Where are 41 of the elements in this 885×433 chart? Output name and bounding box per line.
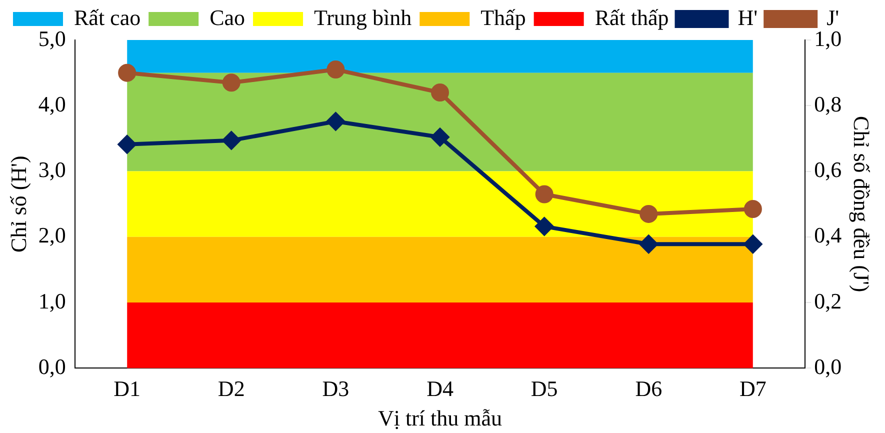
y2-tick-label: 0,8 bbox=[814, 91, 842, 116]
x-tick-label: D3 bbox=[322, 376, 350, 402]
y2-tick-label: 0,2 bbox=[814, 288, 842, 314]
y-tick-label: 1,0 bbox=[38, 288, 66, 314]
point bbox=[326, 112, 345, 130]
point bbox=[222, 131, 240, 150]
x-tick-label: D4 bbox=[426, 376, 454, 402]
y2-tick-label: 0,6 bbox=[814, 157, 842, 182]
point bbox=[118, 64, 136, 82]
x-tick-label: D6 bbox=[635, 376, 662, 402]
x-tick-label: D7 bbox=[740, 376, 766, 402]
y-tick-label: 2,0 bbox=[38, 222, 66, 248]
y-tick-label: 4,0 bbox=[38, 91, 66, 116]
point bbox=[222, 74, 240, 92]
y-axis-title: Chỉ số (H') bbox=[6, 156, 31, 253]
x-axis-title: Vị trí thu mẫu bbox=[378, 406, 502, 431]
x-tick-label: D5 bbox=[530, 376, 558, 402]
y-tick-label: 0,0 bbox=[38, 354, 66, 379]
legend-label: Thấp bbox=[480, 4, 526, 30]
legend-label: Rất thấp bbox=[594, 4, 669, 30]
point bbox=[431, 84, 449, 102]
y-tick-label: 3,0 bbox=[38, 157, 66, 182]
point bbox=[431, 128, 449, 146]
x-tick-label: D1 bbox=[114, 376, 140, 402]
legend-label: Cao bbox=[210, 4, 246, 30]
point bbox=[326, 60, 345, 79]
point bbox=[640, 235, 658, 254]
legend-label: H' bbox=[738, 4, 758, 30]
point bbox=[744, 235, 762, 254]
y2-tick-label: 0,0 bbox=[814, 354, 842, 379]
point bbox=[640, 204, 658, 223]
y2-tick-label: 0,4 bbox=[814, 222, 842, 248]
point bbox=[535, 185, 554, 204]
point bbox=[744, 200, 762, 218]
point bbox=[118, 135, 136, 154]
y-tick-label: 5,0 bbox=[38, 26, 66, 51]
legend-label: Trung bình bbox=[314, 4, 412, 30]
y2-axis-title: Chỉ số đồng đều (J') bbox=[849, 116, 874, 292]
legend-label: Rất cao bbox=[74, 4, 141, 30]
x-tick-label: D2 bbox=[218, 376, 245, 402]
point bbox=[535, 217, 554, 236]
